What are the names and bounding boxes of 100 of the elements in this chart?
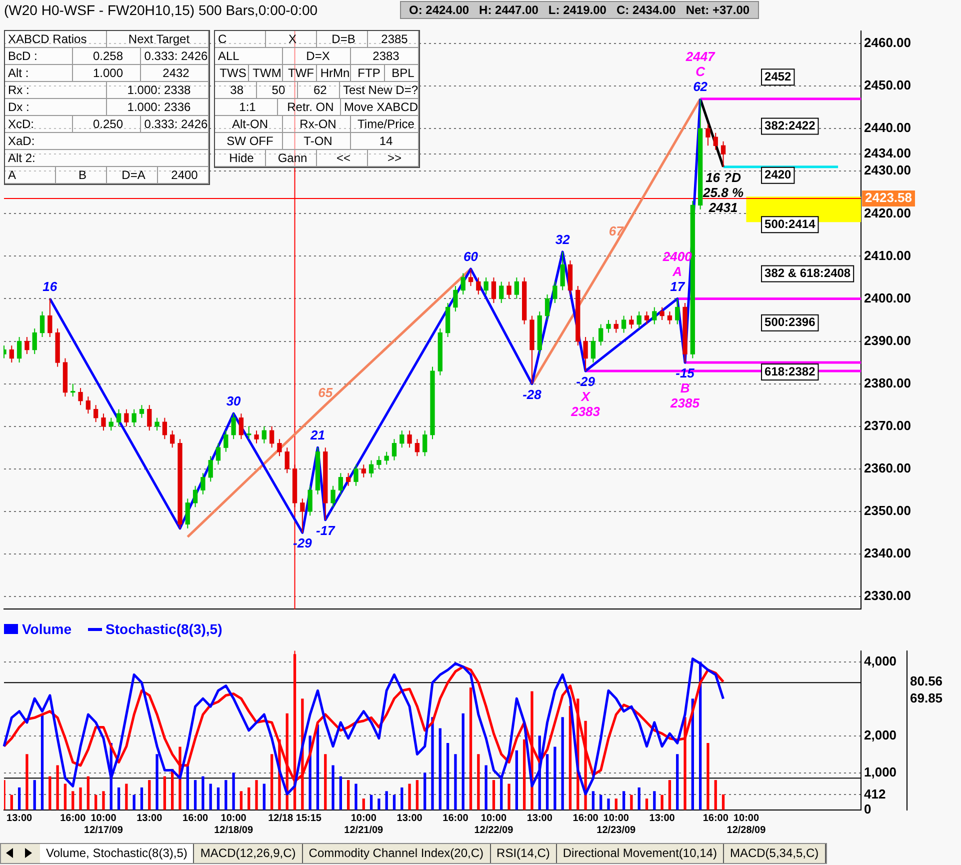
candlestick (499, 281, 504, 304)
candlestick (400, 430, 404, 448)
x-tick-label: 12/18 15:15 (268, 812, 322, 824)
annotation: Next Target (107, 31, 209, 47)
candlestick (208, 456, 213, 482)
candlestick (361, 464, 366, 478)
bar (438, 728, 442, 810)
bar (385, 791, 388, 810)
chart-subtitle: O: 2424.00 H: 2447.00 L: 2419.00 C: 2434.00 Net: +37.00 (400, 1, 759, 19)
annotation: -17 (316, 522, 336, 538)
x-tick-label: 10:00 12/23/09 (596, 812, 636, 836)
annotation: 0.333: 2426 (141, 48, 209, 64)
candlestick (108, 417, 114, 432)
bar (638, 787, 640, 810)
bar (26, 754, 28, 810)
bar (622, 791, 626, 810)
candlestick (170, 430, 175, 448)
candlestick (706, 124, 710, 146)
bar (125, 784, 128, 810)
candlestick (162, 417, 168, 440)
text: Volume, Stochastic(8(3),5) (40, 844, 194, 863)
bar (10, 794, 13, 810)
annotation: Hide (215, 150, 266, 166)
x-tick-label: 13:00 (396, 812, 423, 824)
bar (270, 754, 274, 810)
candlestick (124, 408, 129, 427)
annotation: 67 (608, 224, 624, 239)
bar (454, 754, 457, 810)
candlestick (139, 404, 144, 418)
candlestick (468, 268, 474, 286)
annotation: 30 (226, 394, 242, 409)
candlestick (354, 464, 358, 486)
x-tick-label: 16:00 (572, 812, 599, 824)
bar (248, 787, 250, 810)
candlestick (16, 336, 22, 364)
candlestick (590, 336, 596, 364)
candlestick (254, 430, 259, 444)
annotation: 500:2414 (764, 216, 816, 231)
x-tick-label: 13:00 (136, 812, 163, 824)
y-tick-label: 0 (864, 802, 872, 817)
candlestick (32, 328, 37, 355)
bar (94, 794, 98, 810)
candlestick (238, 413, 244, 440)
y-tick-label: 2430.00 (864, 162, 911, 178)
annotation: T-ON (283, 133, 351, 149)
candlestick (652, 306, 657, 325)
annotation: Rx : (5, 82, 107, 98)
annotation: Dx : (5, 99, 107, 115)
candlestick (116, 408, 122, 427)
bar (522, 739, 526, 810)
annotation: TWM (249, 65, 283, 81)
annotation: 2420 (764, 168, 792, 182)
annotation: BPL (385, 65, 419, 81)
y2-tick-label: 69.85 (910, 690, 943, 706)
bar (324, 754, 327, 810)
annotation: 62 (693, 78, 708, 94)
x-tick-label: 10:00 12/21/09 (344, 812, 384, 836)
bar (554, 746, 556, 810)
bar (653, 791, 656, 810)
candlestick (644, 310, 650, 325)
bar (316, 724, 320, 810)
annotation: D=B (317, 31, 368, 47)
x-tick-label: 10:00 12/22/09 (474, 812, 514, 836)
bar (194, 780, 197, 810)
annotation: Rx-ON (283, 116, 351, 132)
candlestick (300, 498, 305, 534)
y-tick-label: 2340.00 (864, 545, 911, 560)
annotation: XaD: (5, 133, 209, 149)
candlestick (284, 447, 290, 474)
candlestick (224, 430, 228, 452)
annotation: Test New D=? (340, 82, 419, 98)
bar (424, 772, 426, 810)
annotation: Alt 2: (5, 150, 209, 166)
bar (362, 798, 365, 810)
candlestick (147, 404, 152, 432)
ref-line-label: 2423.58 (865, 190, 912, 206)
bar (48, 776, 52, 810)
y-tick-label: 2440.00 (864, 120, 911, 136)
candlestick (392, 438, 397, 461)
annotation: 38 (215, 82, 257, 98)
candlestick (338, 472, 344, 495)
bar (607, 798, 610, 810)
annotation: 17 (670, 278, 686, 294)
y2-tick-label: 80.56 (910, 673, 943, 688)
y-tick-label: 2370.00 (864, 418, 911, 433)
bar (706, 743, 710, 810)
bar (86, 776, 90, 810)
y-tick-label: 2330.00 (864, 588, 911, 604)
annotation: << (317, 150, 368, 166)
candlestick (346, 472, 351, 486)
annotation: -28 (522, 386, 542, 402)
bar (202, 776, 204, 810)
legend-label: Stochastic(8(3),5) (106, 621, 222, 637)
chart-title: (W20 H0-WSF - FW20H10,15) 500 Bars,0:00-0:00 (4, 2, 318, 18)
x-tick-label: 10:00 12/17/09 (84, 812, 124, 836)
bar (722, 794, 725, 810)
annotation: TWF (283, 65, 317, 81)
annotation: 0.258 (73, 48, 141, 64)
annotation: B 2385 (670, 380, 700, 411)
annotation: 16 ?D 25.8 % 2431 (702, 170, 744, 215)
